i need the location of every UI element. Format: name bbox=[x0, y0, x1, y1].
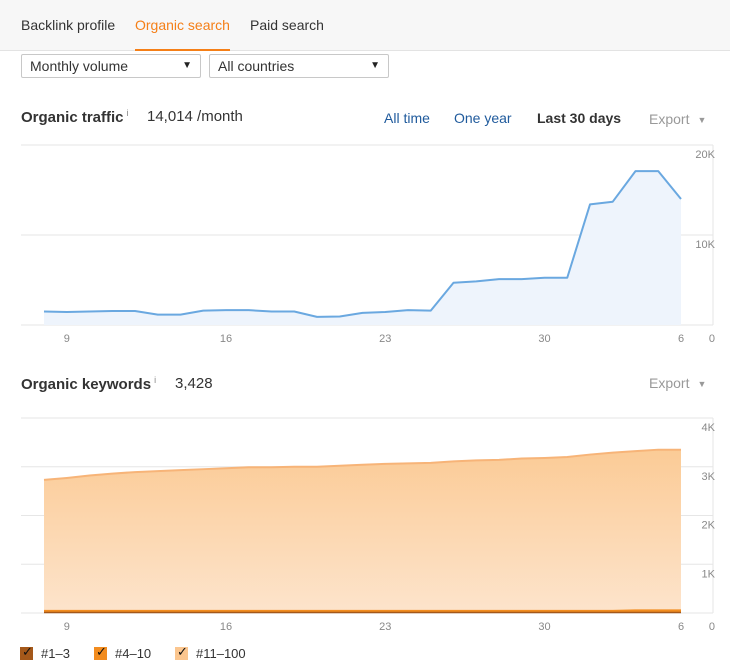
x-tick-label: 6 bbox=[678, 333, 684, 345]
y-tick-label: 20K bbox=[695, 149, 715, 161]
checkmark-icon: ✓ bbox=[96, 644, 107, 659]
country-select-value: All countries bbox=[218, 58, 295, 74]
keywords-export-button[interactable]: Export ▼ bbox=[649, 375, 706, 391]
checkbox[interactable]: ✓ bbox=[20, 644, 33, 660]
info-icon[interactable]: i bbox=[126, 108, 129, 118]
caret-down-icon: ▼ bbox=[697, 379, 707, 389]
caret-down-icon: ▼ bbox=[697, 115, 707, 125]
x-tick-label: 30 bbox=[538, 621, 550, 633]
checkmark-icon: ✓ bbox=[22, 644, 33, 659]
tab-backlink-profile[interactable]: Backlink profile bbox=[21, 17, 116, 33]
x-tick-label: 16 bbox=[220, 333, 232, 345]
range-last-30-days[interactable]: Last 30 days bbox=[537, 110, 622, 126]
organic-traffic-chart: 20K 10K 0 9 16 23 30 6 bbox=[21, 144, 716, 345]
volume-select[interactable]: Monthly volume ▼ bbox=[21, 54, 201, 78]
checkmark-icon: ✓ bbox=[177, 644, 188, 659]
y-tick-label: 1K bbox=[702, 568, 716, 580]
x-tick-label: 9 bbox=[64, 621, 70, 633]
y-tick-label: 4K bbox=[702, 422, 716, 434]
organic-traffic-title-text: Organic traffic bbox=[21, 109, 124, 126]
country-select[interactable]: All countries ▼ bbox=[209, 54, 389, 78]
checkbox[interactable]: ✓ bbox=[94, 644, 107, 660]
range-all-time[interactable]: All time bbox=[384, 110, 430, 126]
keywords-export-label: Export bbox=[649, 375, 690, 391]
x-tick-label: 16 bbox=[220, 621, 232, 633]
checkbox[interactable]: ✓ bbox=[175, 644, 188, 660]
traffic-export-button[interactable]: Export ▼ bbox=[649, 111, 706, 127]
range-one-year[interactable]: One year bbox=[454, 110, 512, 126]
organic-keywords-title: Organic keywords i bbox=[21, 375, 156, 393]
y-tick-label: 3K bbox=[702, 471, 716, 483]
volume-select-value: Monthly volume bbox=[30, 58, 129, 74]
x-tick-label: 30 bbox=[538, 333, 550, 345]
legend-label: #11–100 bbox=[196, 646, 246, 661]
legend-label: #1–3 bbox=[41, 646, 70, 661]
legend-label: #4–10 bbox=[115, 646, 152, 661]
organic-keywords-chart: 4K 3K 2K 1K 0 9 16 23 30 6 bbox=[21, 417, 716, 633]
tab-bar: Backlink profile Organic search Paid sea… bbox=[0, 0, 730, 51]
x-tick-label: 6 bbox=[678, 621, 684, 633]
tab-paid-search[interactable]: Paid search bbox=[250, 17, 324, 33]
y-tick-label: 10K bbox=[695, 239, 715, 251]
organic-traffic-title: Organic traffic i bbox=[21, 108, 129, 126]
tab-organic-search[interactable]: Organic search bbox=[135, 0, 230, 51]
y-tick-label: 0 bbox=[709, 621, 715, 633]
y-tick-label: 2K bbox=[702, 520, 716, 532]
chevron-down-icon: ▼ bbox=[370, 60, 380, 71]
x-tick-label: 9 bbox=[64, 333, 70, 345]
x-tick-label: 23 bbox=[379, 621, 391, 633]
y-tick-label: 0 bbox=[709, 333, 715, 345]
traffic-area bbox=[44, 171, 681, 325]
organic-traffic-value: 14,014 /month bbox=[147, 108, 243, 125]
organic-keywords-title-text: Organic keywords bbox=[21, 376, 152, 393]
keywords-series-pos-11-100-area bbox=[44, 449, 681, 613]
info-icon[interactable]: i bbox=[154, 375, 157, 385]
organic-keywords-value: 3,428 bbox=[175, 375, 213, 392]
x-tick-label: 23 bbox=[379, 333, 391, 345]
keywords-series-pos-11-100-line bbox=[43, 448, 681, 481]
chevron-down-icon: ▼ bbox=[182, 60, 192, 71]
traffic-export-label: Export bbox=[649, 111, 690, 127]
